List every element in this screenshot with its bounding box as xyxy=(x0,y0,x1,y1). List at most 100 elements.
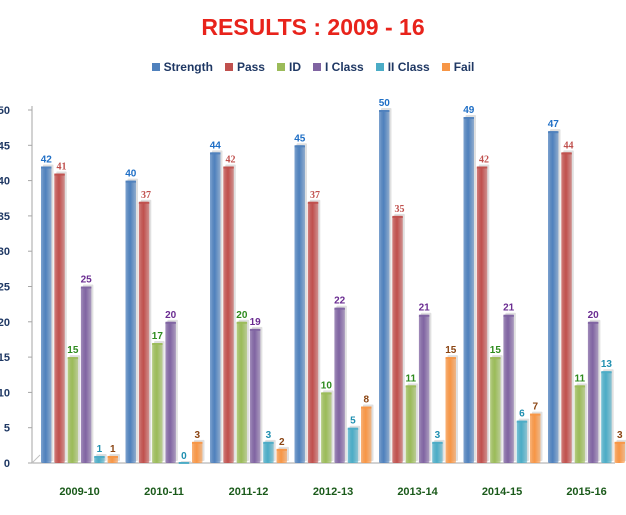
y-tick-label: 50 xyxy=(0,105,10,117)
y-tick-label: 30 xyxy=(0,246,10,258)
x-tick-label: 2011-12 xyxy=(229,486,269,498)
data-label: 42 xyxy=(226,154,236,165)
bar-cap xyxy=(107,455,118,458)
legend-label: ID xyxy=(288,60,301,74)
bar-cap xyxy=(347,427,359,430)
bar-cap xyxy=(405,385,417,388)
bar xyxy=(192,441,203,463)
y-tick-label: 40 xyxy=(0,176,10,188)
legend-item: I Class xyxy=(312,60,364,74)
legend-swatch xyxy=(151,63,160,71)
bar-cap xyxy=(516,420,528,423)
bar-cap xyxy=(601,371,612,374)
bar xyxy=(490,357,501,463)
data-label: 3 xyxy=(266,430,272,441)
data-label: 20 xyxy=(165,310,177,321)
legend-swatch xyxy=(312,63,321,71)
bar-cap xyxy=(334,307,345,310)
data-label: 3 xyxy=(617,430,623,441)
data-label: 11 xyxy=(406,373,417,384)
y-tick-label: 35 xyxy=(0,211,10,223)
data-label: 22 xyxy=(334,296,346,307)
y-tick-label: 20 xyxy=(0,317,10,329)
bar-cap xyxy=(94,455,105,458)
legend-item: Fail xyxy=(441,60,474,74)
bar-cap xyxy=(80,286,92,289)
bar-cap xyxy=(392,215,403,218)
bar-cap xyxy=(548,131,559,134)
data-label: 2 xyxy=(279,437,285,448)
bar xyxy=(548,131,559,463)
data-label: 1 xyxy=(97,444,103,455)
bar-cap xyxy=(138,201,150,204)
bar xyxy=(361,406,372,463)
bar-cap xyxy=(503,314,514,317)
data-label: 42 xyxy=(479,154,489,165)
x-tick-label: 2012-13 xyxy=(313,486,353,498)
bar xyxy=(405,385,417,463)
bar-cap xyxy=(152,342,163,345)
axis-depth-line xyxy=(31,454,41,464)
data-label: 1 xyxy=(110,444,116,455)
bar-cap xyxy=(587,321,599,324)
bar xyxy=(587,321,599,463)
bar-cap xyxy=(561,152,572,155)
bar-cap xyxy=(418,314,430,317)
bar-cap xyxy=(294,145,305,148)
bar xyxy=(210,152,221,464)
bar-cap xyxy=(307,201,319,204)
chart-title: RESULTS : 2009 - 16 xyxy=(201,14,425,40)
bar-cap xyxy=(276,448,287,451)
data-label: 41 xyxy=(57,162,67,173)
bar-cap xyxy=(490,357,501,360)
legend-item: Strength xyxy=(151,60,213,74)
bar xyxy=(476,166,488,464)
data-label: 25 xyxy=(81,275,93,286)
data-label: 15 xyxy=(67,345,79,356)
data-label: 19 xyxy=(250,317,262,328)
bar-cap xyxy=(321,392,332,395)
y-tick-label: 10 xyxy=(0,387,10,399)
bar-cap xyxy=(41,166,52,169)
bar xyxy=(379,110,390,463)
bar-cap xyxy=(614,441,625,444)
legend-label: II Class xyxy=(387,60,430,74)
data-label: 3 xyxy=(435,430,441,441)
bar xyxy=(165,321,176,463)
data-label: 44 xyxy=(564,140,574,151)
legend-label: Strength xyxy=(163,60,213,74)
bar-cap xyxy=(379,110,390,112)
bar xyxy=(263,441,274,463)
data-label: 44 xyxy=(210,140,222,151)
bar-cap xyxy=(476,166,488,169)
data-label: 49 xyxy=(463,105,475,116)
bar xyxy=(80,286,92,463)
legend-swatch xyxy=(441,63,450,71)
data-label: 0 xyxy=(181,451,187,462)
data-label: 3 xyxy=(194,430,200,441)
legend-item: II Class xyxy=(375,60,430,74)
legend-item: ID xyxy=(276,60,301,74)
bar xyxy=(601,371,612,463)
bar-cap xyxy=(223,166,234,169)
bar-cap xyxy=(192,441,203,444)
x-tick-label: 2015-16 xyxy=(566,486,606,498)
bar xyxy=(418,314,430,463)
legend-item: Pass xyxy=(224,60,265,74)
legend: Strength Pass ID I Class II Class Fail xyxy=(0,60,626,74)
y-tick-label: 5 xyxy=(4,423,10,435)
data-label: 13 xyxy=(601,359,613,370)
data-label: 7 xyxy=(532,402,538,413)
bar xyxy=(41,166,52,464)
data-label: 21 xyxy=(503,303,515,314)
bar xyxy=(334,307,345,463)
bar-cap xyxy=(125,180,136,183)
data-label: 6 xyxy=(519,409,525,420)
bar xyxy=(223,166,234,464)
data-label: 47 xyxy=(548,119,560,130)
bar xyxy=(503,314,514,463)
bar xyxy=(294,145,305,464)
bar-cap xyxy=(249,328,261,331)
legend-swatch xyxy=(224,63,233,71)
x-tick-label: 2014-15 xyxy=(482,486,522,498)
